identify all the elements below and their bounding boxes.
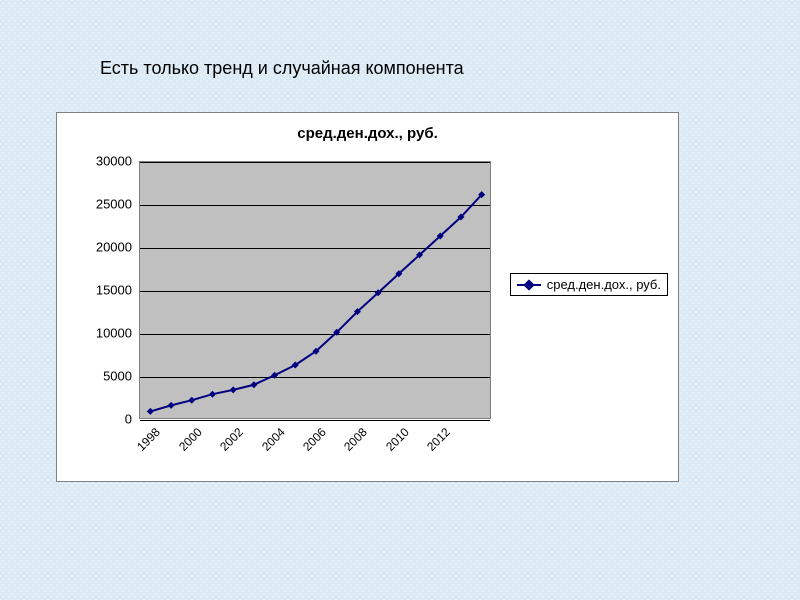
chart-container: сред.ден.дох., руб. 0 5000 10000 15000 20000… (56, 112, 679, 482)
series-line (140, 162, 490, 418)
y-tick-label: 5000 (72, 369, 132, 384)
slide: Есть только тренд и случайная компонента… (0, 0, 800, 600)
legend: сред.ден.дох., руб. (510, 273, 668, 296)
legend-label: сред.ден.дох., руб. (547, 277, 661, 292)
y-tick-label: 15000 (72, 283, 132, 298)
data-marker (271, 372, 278, 379)
slide-heading: Есть только тренд и случайная компонента (100, 58, 464, 79)
legend-sample-line (517, 284, 541, 286)
data-marker (168, 402, 175, 409)
y-tick-label: 10000 (72, 326, 132, 341)
data-marker (147, 408, 154, 415)
y-tick-label: 0 (72, 412, 132, 427)
y-tick-label: 30000 (72, 154, 132, 169)
y-tick-label: 25000 (72, 197, 132, 212)
data-marker (209, 391, 216, 398)
diamond-icon (523, 279, 534, 290)
y-tick-label: 20000 (72, 240, 132, 255)
data-marker (188, 397, 195, 404)
data-marker (250, 381, 257, 388)
plot-area (139, 161, 491, 419)
chart-title: сред.ден.дох., руб. (57, 125, 678, 142)
data-marker (230, 386, 237, 393)
gridline (140, 420, 490, 421)
